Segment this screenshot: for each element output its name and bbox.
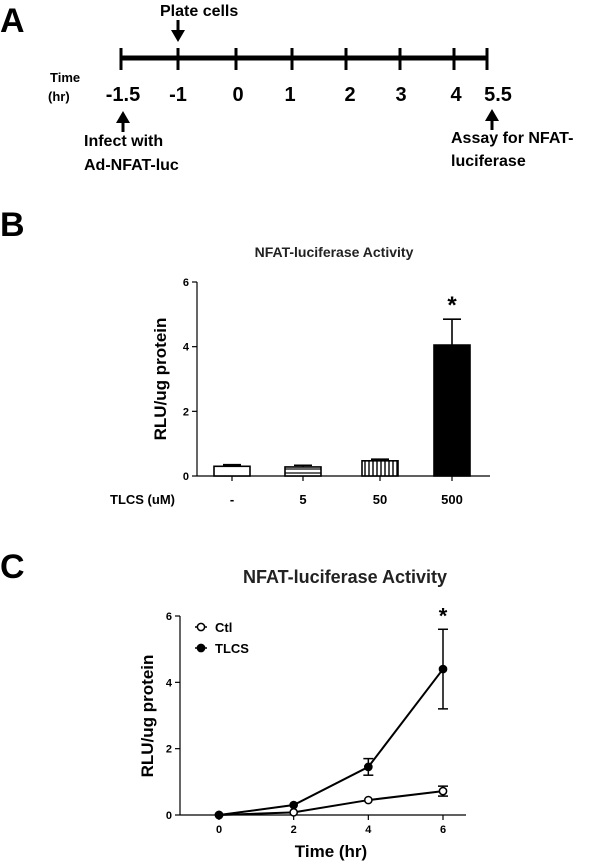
data-point-tlcs xyxy=(289,800,299,810)
plate-arrow-icon xyxy=(171,20,185,42)
y-tick-label: 6 xyxy=(183,277,189,289)
data-point-tlcs xyxy=(214,810,224,820)
series-line-ctl xyxy=(218,790,444,816)
line-chart-title: NFAT-luciferase Activity xyxy=(243,567,447,587)
data-point-ctl xyxy=(289,807,299,817)
assay-label-2: luciferase xyxy=(451,153,526,170)
significance-asterisk: * xyxy=(447,292,457,319)
bar-chart-title: NFAT-luciferase Activity xyxy=(255,244,414,260)
x-tick-label: - xyxy=(230,492,234,507)
timeline-tick-label: 3 xyxy=(395,84,406,106)
timeline-tick-label: -1 xyxy=(169,84,187,106)
data-point-ctl xyxy=(363,795,373,805)
panel-b: B NFAT-luciferase Activity RLU/ug protei… xyxy=(0,206,490,507)
infect-arrow-icon xyxy=(116,111,130,132)
bar-chart-y-label: RLU/ug protein xyxy=(151,318,170,441)
bar xyxy=(284,466,322,477)
bar xyxy=(213,465,251,477)
y-tick-label: 4 xyxy=(183,342,190,354)
plate-cells-label: Plate cells xyxy=(160,3,238,20)
panel-a-letter: A xyxy=(0,2,25,40)
panel-c-letter: C xyxy=(0,548,25,586)
timeline-tick-label: 5.5 xyxy=(484,84,512,106)
x-tick-label: 0 xyxy=(216,824,222,836)
data-point-tlcs xyxy=(363,762,373,772)
assay-arrow-icon xyxy=(485,109,499,130)
legend-marker xyxy=(196,643,206,653)
x-tick-label: 4 xyxy=(365,824,372,836)
timeline-ticks xyxy=(119,48,489,70)
line-chart-x-label: Time (hr) xyxy=(295,842,367,861)
x-tick-label: 50 xyxy=(373,492,387,507)
time-unit-label: (hr) xyxy=(48,89,70,104)
significance-asterisk: * xyxy=(439,603,448,628)
bar xyxy=(361,460,399,477)
timeline-tick-label: 2 xyxy=(344,84,355,106)
data-point-tlcs xyxy=(438,664,448,674)
infect-label-2: Ad-NFAT-luc xyxy=(84,157,179,174)
x-tick-label: 500 xyxy=(441,492,463,507)
x-tick-label: 2 xyxy=(291,824,297,836)
panel-c: C NFAT-luciferase Activity RLU/ug protei… xyxy=(0,548,466,861)
y-tick-label: 6 xyxy=(166,611,172,623)
y-tick-label: 4 xyxy=(166,677,173,689)
bar-chart: 0 2 4 6 - 5 50 500 * xyxy=(183,277,490,507)
time-label: Time xyxy=(50,70,80,85)
timeline-tick-labels: -1.5 -1 0 1 2 3 4 5.5 xyxy=(106,84,512,106)
legend: Ctl TLCS xyxy=(195,620,249,656)
infect-label: Infect with xyxy=(84,133,163,150)
y-tick-label: 0 xyxy=(166,810,172,822)
timeline-tick-label: 1 xyxy=(284,84,295,106)
panel-b-letter: B xyxy=(0,206,25,244)
panel-a: A Plate cells Time (hr) -1.5 -1 0 1 2 3 4 5.5 I… xyxy=(0,2,573,174)
series-line-tlcs xyxy=(218,668,444,816)
line-chart-y-label: RLU/ug protein xyxy=(138,655,157,778)
y-tick-label: 0 xyxy=(183,471,189,483)
line-chart: 0 2 4 6 0 2 4 6 Ctl TLCS * xyxy=(166,603,466,836)
timeline-tick-label: 4 xyxy=(450,84,462,106)
x-tick-label: 6 xyxy=(440,824,446,836)
timeline-tick-label: 0 xyxy=(232,84,243,106)
y-tick-label: 2 xyxy=(166,744,172,756)
bar-chart-x-label: TLCS (uM) xyxy=(110,492,175,507)
legend-label: TLCS xyxy=(215,641,249,656)
y-tick-label: 2 xyxy=(183,406,189,418)
data-point-ctl xyxy=(438,786,448,796)
bar xyxy=(433,344,471,477)
assay-label: Assay for NFAT- xyxy=(451,130,573,147)
legend-marker xyxy=(196,622,206,632)
x-tick-label: 5 xyxy=(299,492,306,507)
legend-label: Ctl xyxy=(215,620,232,635)
timeline-tick-label: -1.5 xyxy=(106,84,140,106)
